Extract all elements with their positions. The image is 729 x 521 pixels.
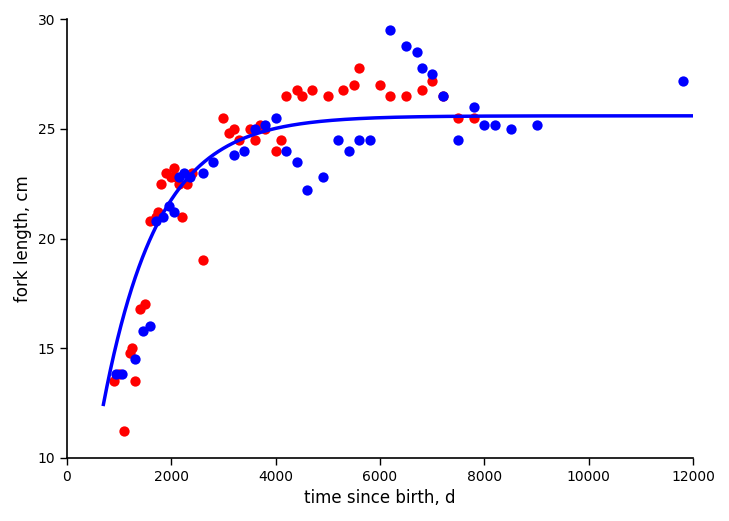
Point [228,151,240,159]
Point [385,26,397,34]
Point [163,202,174,210]
Point [111,370,122,379]
Point [354,136,365,144]
Point [149,217,161,225]
Point [275,136,286,144]
Point [187,169,198,177]
Point [291,158,303,166]
Point [468,103,480,111]
Point [400,42,412,50]
Point [174,173,185,181]
Point [364,136,375,144]
Point [197,256,208,265]
Point [426,77,438,85]
Point [218,114,230,122]
Point [168,208,180,216]
Point [270,147,281,155]
Point [108,377,120,385]
Point [184,173,195,181]
Point [144,217,156,225]
Point [124,349,136,357]
Point [306,85,318,94]
Point [113,370,125,379]
Point [223,129,235,138]
Point [504,125,516,133]
Point [348,81,359,89]
Point [301,186,313,194]
Point [489,120,501,129]
Point [174,180,185,188]
Point [468,114,480,122]
Point [677,77,689,85]
Point [385,92,397,100]
Point [160,169,172,177]
Point [291,85,303,94]
Point [317,173,329,181]
Point [426,70,438,78]
Point [116,370,128,379]
Point [410,48,422,56]
Point [149,213,161,221]
Point [400,92,412,100]
Point [453,136,464,144]
X-axis label: time since birth, d: time since birth, d [304,489,456,507]
Point [478,120,490,129]
Point [249,136,260,144]
Point [343,147,354,155]
Point [233,136,245,144]
Point [197,169,208,177]
Point [280,147,292,155]
Point [179,169,190,177]
Point [181,180,192,188]
Point [338,85,349,94]
Point [207,158,219,166]
Point [332,136,344,144]
Point [322,92,334,100]
Point [437,92,448,100]
Point [270,114,281,122]
Point [168,164,180,172]
Point [157,213,169,221]
Point [296,92,308,100]
Point [254,120,266,129]
Point [134,305,146,313]
Point [129,377,141,385]
Point [260,125,271,133]
Point [137,327,149,335]
Point [126,344,138,352]
Point [139,300,151,308]
Point [118,427,130,436]
Point [354,64,365,72]
Point [531,120,542,129]
Y-axis label: fork length, cm: fork length, cm [14,175,32,302]
Point [238,147,250,155]
Point [228,125,240,133]
Point [416,85,428,94]
Point [155,180,167,188]
Point [243,125,255,133]
Point [129,355,141,363]
Point [165,173,177,181]
Point [374,81,386,89]
Point [437,92,448,100]
Point [249,125,260,133]
Point [176,213,187,221]
Point [171,173,182,181]
Point [416,64,428,72]
Point [453,114,464,122]
Point [144,322,156,330]
Point [152,208,164,216]
Point [280,92,292,100]
Point [260,120,271,129]
